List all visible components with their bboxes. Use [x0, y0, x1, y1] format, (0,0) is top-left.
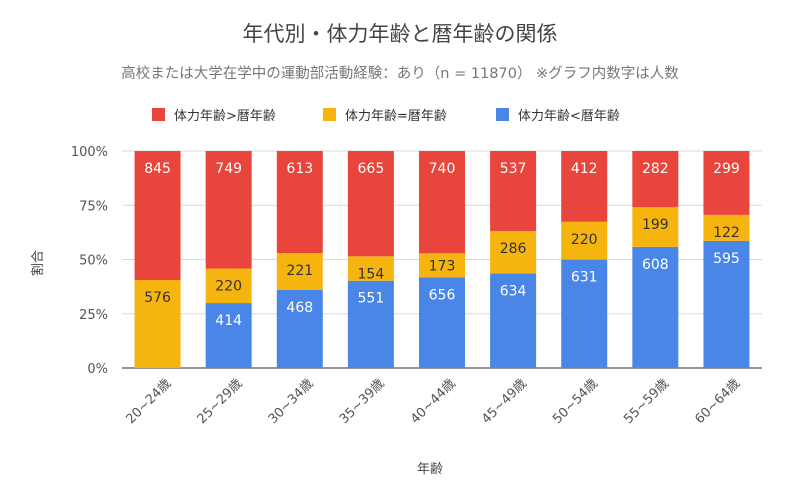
bar-segment [561, 151, 608, 222]
data-label: 286 [500, 241, 527, 257]
data-label: 576 [144, 290, 171, 306]
bar-segment [347, 256, 394, 281]
data-label: 595 [713, 251, 740, 267]
data-label: 154 [358, 266, 385, 282]
bar-segment [205, 303, 252, 368]
data-label: 613 [286, 161, 313, 177]
bar-segment [419, 151, 465, 254]
bar-segment [347, 280, 394, 368]
data-label: 414 [215, 313, 242, 329]
bar-segment [703, 240, 750, 368]
bar-segment [703, 214, 750, 241]
x-tick-label: 50~54歳 [550, 376, 601, 427]
bar-segment [205, 268, 252, 304]
bar-segment [632, 207, 679, 247]
bar-segment [134, 151, 181, 281]
x-tick-label: 55~59歳 [621, 376, 672, 427]
bar-segment [561, 221, 608, 260]
data-label: 740 [429, 161, 456, 177]
data-label: 749 [215, 161, 242, 177]
legend-swatch [323, 108, 336, 121]
bar-segment [276, 253, 323, 290]
data-label: 173 [429, 258, 456, 274]
bar-segment [632, 151, 679, 208]
legend-label: 体力年齢=暦年齢 [345, 109, 447, 124]
bar-segment [419, 277, 465, 368]
data-label: 551 [358, 291, 385, 307]
data-label: 608 [642, 257, 669, 273]
x-tick-label: 25~29歳 [195, 376, 246, 427]
legend-label: 体力年齢<暦年齢 [518, 109, 620, 124]
legend-swatch [496, 108, 509, 121]
x-tick-label: 30~34歳 [266, 376, 317, 427]
y-axis-label: 割合 [30, 250, 46, 276]
chart-subtitle: 高校または大学在学中の運動部活動経験：あり（n = 11870） ※グラフ内数字… [121, 66, 679, 82]
data-label: 468 [286, 300, 313, 316]
bar-segment [490, 273, 537, 368]
data-label: 656 [429, 287, 456, 303]
data-label: 845 [144, 161, 171, 177]
data-label: 199 [642, 217, 669, 233]
y-tick-label: 0% [87, 362, 108, 377]
bar-segment [561, 259, 608, 368]
x-tick-label: 45~49歳 [479, 376, 530, 427]
legend-swatch [152, 108, 165, 121]
y-tick-label: 50% [79, 254, 108, 269]
y-tick-label: 75% [79, 199, 108, 214]
x-tick-label: 35~39歳 [337, 376, 388, 427]
bar-segment [632, 246, 679, 368]
bar-segment [276, 151, 323, 254]
data-label: 122 [713, 225, 740, 241]
x-axis-label: 年齢 [417, 462, 443, 477]
data-label: 665 [358, 161, 385, 177]
bar-segment [703, 151, 750, 215]
legend-label: 体力年齢>暦年齢 [174, 109, 276, 124]
bar-segment [134, 280, 181, 368]
x-tick-label: 60~64歳 [692, 376, 743, 427]
bar-segment [205, 151, 252, 269]
y-tick-label: 100% [71, 145, 108, 160]
data-label: 282 [642, 161, 669, 177]
data-label: 634 [500, 284, 527, 300]
data-label: 631 [571, 270, 598, 286]
data-label: 221 [286, 263, 313, 279]
bar-segment [347, 151, 394, 257]
x-tick-label: 20~24歳 [123, 376, 174, 427]
bar-segment [276, 290, 323, 368]
x-tick-label: 40~44歳 [408, 376, 459, 427]
chart-title: 年代別・体力年齢と暦年齢の関係 [242, 22, 558, 46]
y-tick-label: 25% [79, 308, 108, 323]
data-label: 220 [215, 279, 242, 295]
bar-segment [419, 253, 465, 278]
data-label: 299 [713, 161, 740, 177]
bar-segment [490, 151, 537, 231]
data-label: 220 [571, 232, 598, 248]
bar-segment [490, 230, 537, 274]
data-label: 412 [571, 161, 598, 177]
data-label: 537 [500, 161, 527, 177]
